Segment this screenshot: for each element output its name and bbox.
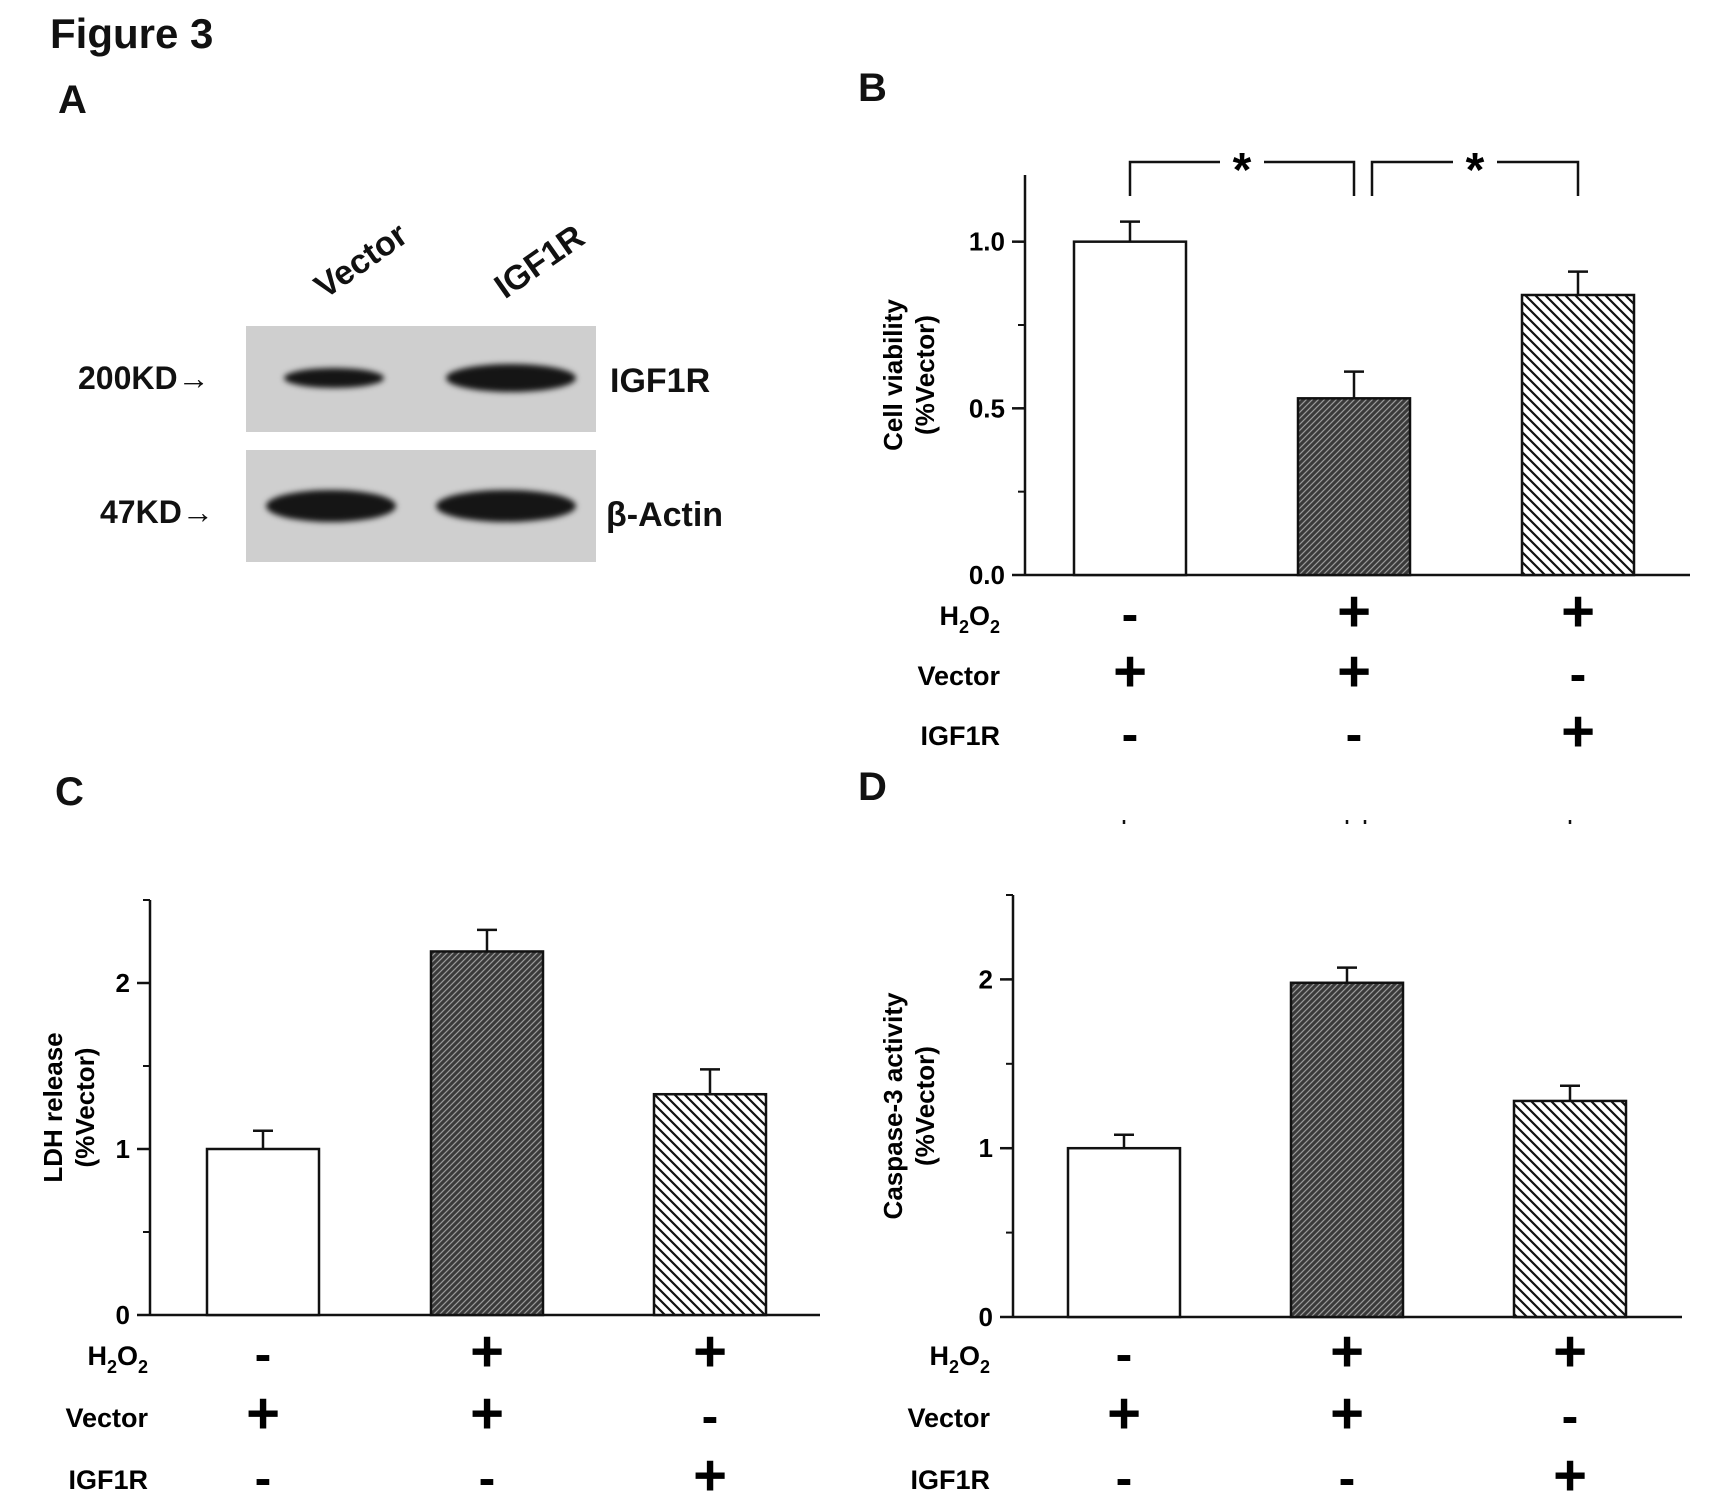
significance-star: *	[1233, 144, 1252, 197]
significance-star: *	[1466, 144, 1485, 197]
band-igf1r-igf1r	[446, 364, 576, 392]
condition-plus: +	[246, 1381, 280, 1446]
condition-plus: +	[470, 1319, 504, 1384]
y-tick-label: 2	[979, 964, 993, 994]
y-tick-label: 0	[116, 1300, 130, 1330]
y-tick-label: 1	[116, 1134, 130, 1164]
condition-plus: +	[1330, 1319, 1364, 1384]
bar	[1289, 981, 1405, 1319]
condition-plus: +	[1561, 579, 1595, 644]
condition-minus: -	[1116, 1326, 1133, 1382]
condition-plus: +	[1337, 639, 1371, 704]
condition-minus: -	[479, 1450, 496, 1500]
condition-label: H2O2	[87, 1341, 148, 1377]
blot-igf1r	[246, 326, 596, 432]
y-axis-label-line2: (%Vector)	[910, 1046, 940, 1166]
bar	[205, 1147, 321, 1317]
condition-label: Vector	[907, 1403, 990, 1433]
condition-label: Vector	[917, 661, 1000, 691]
marker-label-47kd: 47KD→	[100, 494, 214, 531]
significance-bracket-right	[1497, 160, 1580, 196]
y-axis-label-line1: LDH release	[40, 1032, 68, 1182]
y-tick-label: 1	[979, 1133, 993, 1163]
significance-bracket-left	[1370, 160, 1453, 196]
condition-minus: -	[1562, 1388, 1579, 1444]
marker-label-200kd: 200KD→	[78, 360, 210, 397]
condition-plus: +	[1561, 699, 1595, 764]
bar	[1520, 293, 1636, 577]
condition-minus: -	[1346, 706, 1363, 762]
band-vector-igf1r	[284, 368, 384, 388]
bar	[652, 1092, 768, 1317]
condition-plus: +	[470, 1381, 504, 1446]
condition-minus: -	[1122, 586, 1139, 642]
bar	[429, 950, 545, 1317]
lane-label-vector: Vector	[307, 215, 415, 307]
condition-plus: +	[1337, 579, 1371, 644]
condition-plus: +	[1330, 1381, 1364, 1446]
condition-label: Vector	[65, 1403, 148, 1433]
bar	[1072, 240, 1188, 577]
condition-label: H2O2	[929, 1341, 990, 1377]
marker-text: 200KD	[78, 360, 178, 396]
bar	[1066, 1146, 1182, 1319]
condition-minus: -	[1339, 1450, 1356, 1500]
condition-plus: +	[1553, 1319, 1587, 1384]
panel-label-a: A	[58, 78, 87, 122]
y-tick-label: 1.0	[969, 227, 1005, 257]
condition-minus: -	[702, 1388, 719, 1444]
condition-minus: -	[255, 1326, 272, 1382]
blot-actin	[246, 450, 596, 562]
condition-label: IGF1R	[910, 1465, 990, 1495]
y-tick-label: 0.0	[969, 560, 1005, 590]
condition-minus: -	[1122, 706, 1139, 762]
bar	[1296, 397, 1412, 577]
protein-label-actin: β-Actin	[606, 496, 724, 534]
y-tick-label: 2	[116, 968, 130, 998]
condition-minus: -	[1570, 646, 1587, 702]
condition-label: IGF1R	[68, 1465, 148, 1495]
significance-star: *	[1226, 820, 1245, 825]
y-tick-label: 0	[979, 1302, 993, 1332]
band-igf1r-actin	[436, 490, 576, 522]
condition-plus: +	[693, 1319, 727, 1384]
y-axis-label-line1: Cell viability	[878, 299, 908, 451]
figure-title: Figure 3	[50, 10, 214, 57]
condition-plus: +	[1107, 1381, 1141, 1446]
condition-plus: +	[1113, 639, 1147, 704]
significance-bracket-left	[1128, 160, 1220, 196]
y-axis-label-line2: (%Vector)	[70, 1048, 100, 1168]
panel-label-b: B	[858, 66, 887, 110]
bar	[1512, 1099, 1628, 1319]
significance-star: *	[1458, 820, 1477, 825]
panel-label-d: D	[858, 765, 887, 809]
significance-bracket-right	[1264, 160, 1356, 196]
condition-plus: +	[693, 1443, 727, 1500]
condition-label: IGF1R	[920, 721, 1000, 751]
panel-label-c: C	[55, 770, 84, 814]
lane-label-igf1r: IGF1R	[487, 217, 592, 307]
band-vector-actin	[266, 490, 396, 522]
protein-label-igf1r: IGF1R	[610, 362, 711, 400]
marker-text: 47KD	[100, 494, 182, 530]
y-axis-label-line2: (%Vector)	[910, 315, 940, 435]
significance-bracket-right	[1568, 820, 1572, 824]
significance-bracket-right	[1345, 820, 1349, 824]
arrow-right-icon: →	[181, 494, 214, 530]
condition-minus: -	[1116, 1450, 1133, 1500]
significance-bracket-left	[1363, 820, 1367, 824]
y-axis-label-line1: Caspase-3 activity	[878, 992, 908, 1219]
condition-minus: -	[255, 1450, 272, 1500]
significance-bracket-left	[1122, 820, 1126, 824]
condition-plus: +	[1553, 1443, 1587, 1500]
arrow-right-icon: →	[177, 360, 210, 396]
y-tick-label: 0.5	[969, 393, 1005, 423]
condition-label: H2O2	[939, 601, 1000, 637]
